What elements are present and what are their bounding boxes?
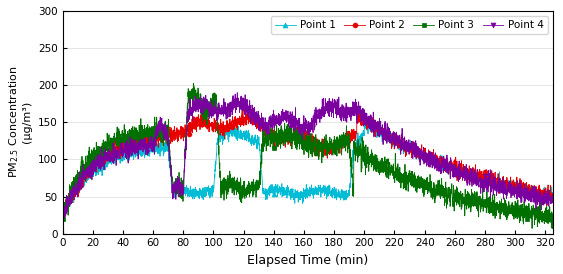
- Point 1: [549, 199, 556, 203]
- Legend: Point 1, Point 2, Point 3, Point 4: Point 1, Point 2, Point 3, Point 4: [271, 16, 548, 35]
- Point 3: [59, 217, 66, 221]
- Point 1: [367, 116, 373, 119]
- Point 2: [549, 195, 556, 199]
- Point 3: [161, 131, 168, 135]
- Point 2: [355, 108, 361, 112]
- Point 3: [406, 171, 413, 175]
- Point 1: [444, 169, 450, 172]
- Point 4: [60, 223, 66, 226]
- Point 3: [330, 142, 337, 145]
- Point 2: [161, 130, 168, 134]
- Point 1: [214, 143, 221, 146]
- Point 3: [549, 227, 556, 230]
- Point 2: [59, 212, 66, 216]
- Point 2: [330, 140, 337, 144]
- Point 3: [190, 82, 196, 85]
- Y-axis label: PM$_{2.5}$ Concentration
(μg/m³): PM$_{2.5}$ Concentration (μg/m³): [7, 66, 32, 178]
- Line: Point 2: Point 2: [60, 107, 555, 221]
- Point 4: [59, 213, 66, 217]
- Point 1: [59, 212, 66, 215]
- Point 3: [214, 118, 221, 121]
- Point 3: [549, 212, 556, 215]
- Point 4: [214, 115, 221, 118]
- Point 4: [330, 116, 337, 119]
- Point 4: [234, 91, 240, 94]
- Point 2: [93, 164, 100, 167]
- Point 1: [93, 167, 100, 170]
- Point 3: [92, 149, 99, 152]
- Point 4: [93, 163, 100, 167]
- Line: Point 3: Point 3: [60, 81, 555, 231]
- Point 1: [330, 190, 337, 193]
- Point 1: [161, 150, 168, 153]
- Point 3: [443, 187, 450, 190]
- Point 4: [161, 124, 168, 127]
- Point 2: [444, 156, 450, 160]
- Line: Point 4: Point 4: [60, 90, 555, 227]
- Point 2: [214, 127, 221, 131]
- Point 4: [444, 169, 450, 172]
- Line: Point 1: Point 1: [60, 115, 555, 219]
- Point 4: [406, 149, 413, 152]
- Point 1: [406, 152, 413, 156]
- Point 4: [549, 193, 556, 196]
- Point 2: [406, 146, 413, 150]
- Point 2: [59, 216, 66, 220]
- Point 1: [61, 215, 68, 218]
- X-axis label: Elapsed Time (min): Elapsed Time (min): [247, 254, 368, 267]
